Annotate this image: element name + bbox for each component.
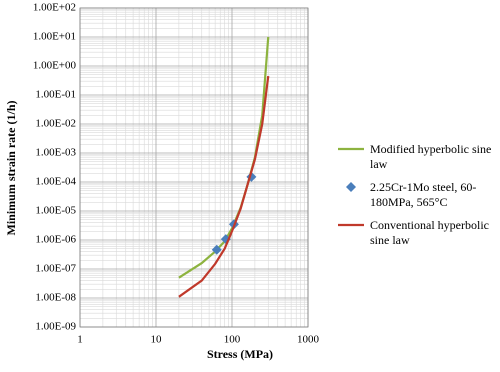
- x-tick-label: 10: [151, 334, 163, 346]
- legend-marker: [346, 182, 356, 192]
- y-tick-label: 1.00E+02: [33, 2, 76, 14]
- y-tick-label: 1.00E+01: [33, 31, 76, 43]
- data-point: [211, 244, 222, 255]
- legend-label: 2.25Cr-1Mo steel, 60-180MPa, 565°C: [370, 180, 477, 209]
- y-tick-label: 1.00E-07: [35, 263, 76, 275]
- legend-label: Modified hyperbolic sine law: [370, 142, 492, 171]
- legend-item: Modified hyperbolic sine law: [338, 142, 496, 172]
- legend-swatch: [338, 147, 364, 151]
- legend-swatch: [346, 182, 356, 192]
- y-tick-label: 1.00E+00: [33, 60, 77, 72]
- legend-swatch: [338, 223, 364, 227]
- y-tick-label: 1.00E-03: [35, 147, 76, 159]
- y-tick-label: 1.00E-08: [35, 292, 76, 304]
- legend: Modified hyperbolic sine law 2.25Cr-1Mo s…: [338, 142, 496, 256]
- y-axis-title: Minimum strain rate (1/h): [4, 101, 18, 236]
- x-tick-label: 100: [224, 334, 241, 346]
- x-tick-label: 1: [77, 334, 83, 346]
- y-tick-label: 1.00E-01: [35, 89, 76, 101]
- x-axis-title: Stress (MPa): [207, 347, 273, 361]
- y-tick-label: 1.00E-06: [35, 234, 76, 246]
- x-tick-label: 1000: [297, 334, 320, 346]
- legend-item: 2.25Cr-1Mo steel, 60-180MPa, 565°C: [338, 180, 496, 210]
- y-tick-label: 1.00E-09: [35, 321, 76, 333]
- legend-item: Conventional hyperbolic sine law: [338, 218, 496, 248]
- y-tick-label: 1.00E-04: [35, 176, 76, 188]
- legend-label: Conventional hyperbolic sine law: [370, 218, 489, 247]
- plot-border: [79, 7, 309, 328]
- data-line: [178, 75, 270, 298]
- y-tick-label: 1.00E-02: [35, 118, 76, 130]
- y-tick-label: 1.00E-05: [35, 205, 76, 217]
